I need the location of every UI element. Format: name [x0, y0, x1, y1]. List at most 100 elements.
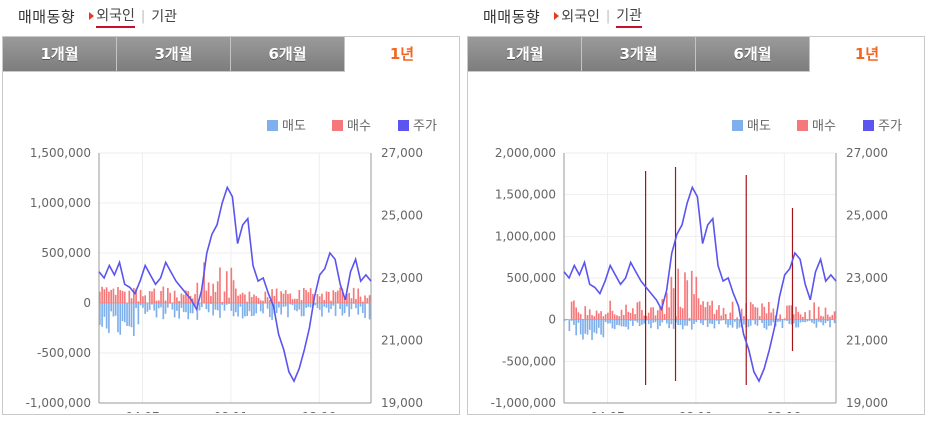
buy-bar: [672, 288, 675, 320]
buy-bar: [269, 300, 271, 303]
buy-bar: [564, 318, 566, 320]
sell-bar: [743, 319, 745, 325]
sell-bar: [620, 319, 623, 327]
buy-bar: [273, 295, 276, 303]
sell-bar: [282, 303, 285, 307]
sell-bar: [817, 319, 820, 322]
buy-bar: [743, 316, 745, 320]
buy-bar: [777, 318, 779, 320]
tab-foreign[interactable]: 외국인: [561, 8, 600, 25]
sell-bar: [126, 303, 128, 326]
sell-bar: [634, 319, 636, 321]
trading-chart: 매도 매수 주가 1,500,000 1,000,000 500,000 0 -500,000…: [26, 119, 437, 413]
sell-bar: [577, 319, 580, 323]
legend-sell-swatch: [732, 120, 743, 131]
x-tick-label: 12.19: [767, 410, 801, 413]
buy-bar: [729, 312, 732, 320]
right-tick-label: 23,000: [381, 271, 423, 285]
tab-1-month[interactable]: 1개월: [3, 37, 117, 72]
sell-bar: [706, 319, 709, 328]
sell-bar: [366, 303, 369, 304]
tab-3-months[interactable]: 3개월: [117, 37, 231, 72]
sell-bar: [826, 319, 829, 322]
tab-1-year[interactable]: 1년: [345, 37, 459, 72]
sell-bar: [216, 303, 219, 311]
sell-bar: [257, 303, 260, 305]
right-tick-label: 23,000: [846, 271, 888, 285]
buy-bar: [636, 302, 639, 320]
sell-bar: [289, 303, 292, 305]
sell-bar: [632, 319, 634, 326]
buy-bar: [207, 282, 210, 303]
buy-bar: [123, 291, 126, 303]
buy-bar: [588, 309, 591, 320]
buy-bar: [695, 276, 698, 320]
sell-bar: [609, 319, 611, 324]
tab-6-months[interactable]: 6개월: [231, 37, 345, 72]
buy-bar: [638, 301, 641, 320]
sell-bar: [287, 303, 289, 318]
tab-6-months[interactable]: 6개월: [696, 37, 810, 72]
buy-bar: [289, 293, 292, 303]
buy-bar: [121, 290, 124, 303]
buy-bar: [157, 300, 160, 303]
sell-bar: [121, 303, 124, 322]
buy-bar: [797, 311, 800, 320]
sell-bar: [822, 319, 825, 326]
left-tick-label: 500,000: [41, 246, 91, 260]
sell-bar: [337, 303, 339, 304]
buy-bar: [645, 315, 648, 320]
buy-bar: [244, 294, 246, 303]
tab-1-month[interactable]: 1개월: [468, 37, 582, 72]
sell-bar: [792, 319, 795, 324]
tab-1-year[interactable]: 1년: [810, 37, 924, 72]
sell-bar: [806, 319, 809, 322]
sell-bar: [734, 319, 736, 322]
sell-bar: [198, 303, 201, 311]
legend-sell-label: 매도: [282, 119, 306, 134]
sell-bar: [189, 303, 192, 314]
buy-bar: [160, 290, 162, 303]
sell-bar: [318, 303, 321, 310]
buy-bar: [579, 314, 582, 320]
sell-bar: [205, 303, 208, 310]
sell-bar: [643, 319, 645, 324]
buy-bar: [652, 307, 655, 320]
sell-bar: [225, 303, 228, 305]
tab-3-months[interactable]: 3개월: [582, 37, 696, 72]
buy-bar: [833, 311, 836, 320]
sell-bar: [266, 303, 269, 309]
sell-bar: [232, 303, 235, 317]
sell-bar: [262, 303, 264, 314]
sell-bar: [214, 303, 217, 310]
buy-bar: [307, 292, 310, 303]
tab-institution[interactable]: 기관: [151, 8, 177, 25]
sell-bar: [341, 303, 344, 316]
buy-bar: [668, 307, 670, 320]
sell-bar: [618, 319, 621, 326]
buy-bar: [817, 306, 820, 320]
buy-bar: [650, 307, 652, 320]
sell-bar: [155, 303, 158, 318]
legend-buy-swatch: [332, 120, 343, 131]
buy-bar: [713, 313, 716, 320]
chart-box: 1개월 3개월 6개월 1년 매도 매수 주가 2,000,000 1,500,000 1…: [467, 36, 925, 415]
sell-bar: [255, 303, 258, 314]
sell-bar: [670, 319, 673, 325]
sell-bar: [108, 303, 110, 333]
tab-foreign[interactable]: 외국인: [96, 5, 135, 28]
sell-bar: [754, 319, 757, 325]
buy-bar: [135, 288, 137, 303]
sell-bar: [142, 303, 144, 308]
buy-bar: [228, 297, 230, 303]
sell-bar: [611, 319, 614, 329]
tab-institution[interactable]: 기관: [616, 5, 642, 28]
sell-bar: [298, 303, 301, 310]
sell-bar: [135, 303, 137, 309]
sell-bar: [772, 319, 775, 323]
buy-bar: [584, 306, 587, 320]
buy-bar: [663, 313, 666, 320]
buy-bar: [799, 314, 802, 320]
sell-bar: [815, 319, 818, 328]
sell-bar: [781, 319, 784, 329]
